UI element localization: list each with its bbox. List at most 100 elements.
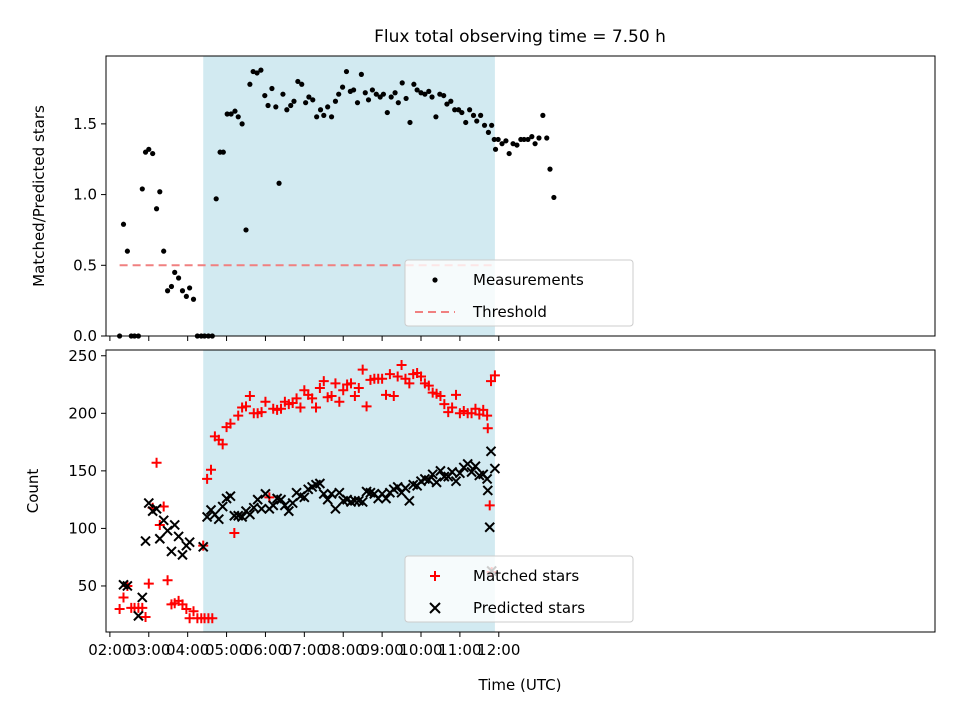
data-point [118,592,129,603]
y-tick-label: 250 [68,347,97,365]
data-point [265,102,271,109]
data-point [220,149,226,155]
data-point [310,97,316,103]
data-point [411,81,417,87]
data-point [247,81,253,87]
data-point [478,404,489,415]
data-point [489,122,495,128]
data-point [485,129,492,135]
data-point [183,293,189,300]
data-point [429,94,435,100]
legend-box [404,555,634,623]
data-point [318,488,329,500]
data-point [154,533,166,544]
data-point [433,114,439,120]
data-point [529,134,535,140]
data-point [276,180,282,186]
data-point [350,87,357,93]
data-point [198,541,209,553]
data-point [120,221,127,227]
x-tick-label: 12:00 [477,641,520,659]
data-point [260,396,271,407]
data-point [338,385,349,396]
data-point [481,473,493,485]
data-point [343,68,350,75]
x-tick-label: 09:00 [361,641,404,659]
data-point [339,84,346,90]
data-point [241,401,252,412]
data-point [503,138,509,144]
data-point [299,81,305,87]
data-point [202,473,213,484]
data-point [392,371,403,382]
data-point [122,580,133,592]
data-point [439,471,450,482]
data-point [256,407,267,418]
data-point [454,467,466,479]
data-point [369,87,375,93]
data-point [146,146,152,152]
data-point [466,466,477,478]
x-tick-label: 06:00 [244,641,287,659]
data-point [279,500,291,511]
legend-box [404,259,634,327]
data-point [422,91,428,97]
data-point [306,94,312,100]
data-point [252,494,263,505]
data-point [451,389,462,400]
data-point [276,403,287,414]
data-point [188,606,199,617]
y-tick-label: 100 [68,519,97,537]
data-point [377,373,388,384]
data-point [161,248,167,254]
data-point [291,393,302,404]
x-tick-label: 10:00 [399,641,442,659]
data-point [462,458,473,470]
data-point [532,141,538,147]
data-point [157,189,163,195]
data-point [470,112,477,118]
data-point [388,391,399,402]
data-point [414,87,420,93]
data-point [224,111,230,117]
data-point [388,94,394,100]
data-point [325,104,331,110]
data-point [452,107,458,113]
data-point [332,98,339,104]
data-point [354,100,361,106]
x-tick-label: 03:00 [127,641,170,659]
data-point [177,549,188,561]
data-point [172,269,178,275]
data-point [235,114,241,120]
data-point [474,118,480,124]
data-point [404,495,415,506]
legend-label: Matched stars [473,567,579,585]
legend: Measurements Threshold [404,259,634,327]
data-point [403,95,409,102]
data-point [151,503,162,515]
data-point [540,112,546,118]
data-point [181,603,192,614]
data-point [384,369,395,380]
data-point [201,511,213,523]
series-predicted-stars [118,446,501,622]
data-point [262,92,268,99]
data-point [470,461,481,472]
data-point [431,477,442,488]
y-tick-label: 50 [78,577,97,595]
y-axis-label: Count [24,469,42,514]
data-point [362,90,368,96]
data-point [404,378,415,389]
data-point [357,496,368,508]
data-point [544,135,550,141]
x-tick-label: 04:00 [166,641,209,659]
data-point [162,575,173,586]
data-point [150,150,156,157]
data-point [444,101,450,107]
data-point [381,389,392,400]
data-point [213,513,224,525]
data-point [133,610,144,622]
x-tick-label: 07:00 [283,641,326,659]
data-point [164,288,171,294]
